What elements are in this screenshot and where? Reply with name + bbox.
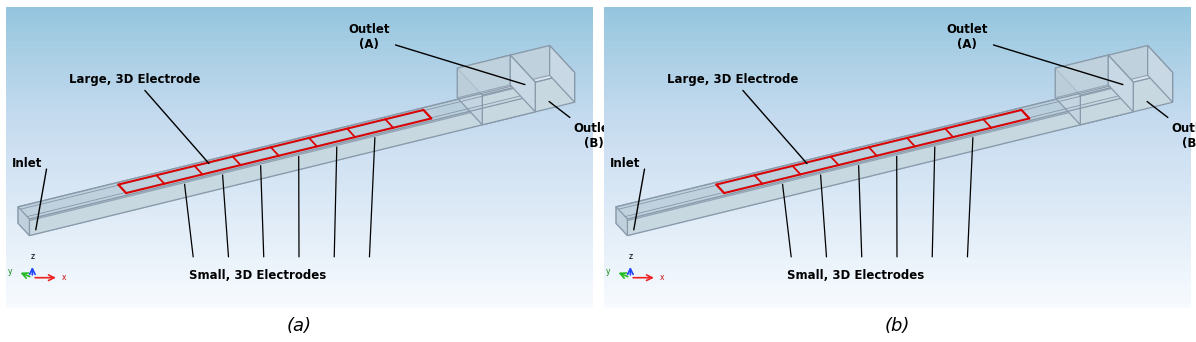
Polygon shape xyxy=(616,207,628,236)
Polygon shape xyxy=(18,103,521,236)
Text: z: z xyxy=(30,252,35,261)
Text: z: z xyxy=(628,252,633,261)
Polygon shape xyxy=(457,55,536,95)
Polygon shape xyxy=(457,68,482,125)
Text: y: y xyxy=(605,267,610,276)
Polygon shape xyxy=(1094,45,1148,88)
Polygon shape xyxy=(1094,45,1172,86)
Polygon shape xyxy=(18,87,511,223)
Polygon shape xyxy=(550,45,574,102)
Polygon shape xyxy=(1055,55,1109,98)
Text: Outlet
(B): Outlet (B) xyxy=(1147,102,1196,150)
Text: Inlet: Inlet xyxy=(12,157,42,170)
Text: Outlet
(A): Outlet (A) xyxy=(348,23,525,84)
Polygon shape xyxy=(496,58,521,115)
Polygon shape xyxy=(1148,45,1172,102)
Polygon shape xyxy=(457,55,511,98)
Polygon shape xyxy=(521,73,574,115)
Text: Small, 3D Electrodes: Small, 3D Electrodes xyxy=(787,269,925,282)
Text: Small, 3D Electrodes: Small, 3D Electrodes xyxy=(189,269,327,282)
Text: Outlet
(A): Outlet (A) xyxy=(946,23,1123,84)
Polygon shape xyxy=(496,45,574,86)
Polygon shape xyxy=(18,207,30,236)
Text: y: y xyxy=(7,267,12,276)
Text: Outlet
(B): Outlet (B) xyxy=(549,102,615,150)
Polygon shape xyxy=(1055,68,1080,125)
Text: (a): (a) xyxy=(287,317,311,335)
Polygon shape xyxy=(496,45,550,88)
Polygon shape xyxy=(616,87,1109,223)
Polygon shape xyxy=(1080,82,1134,125)
Polygon shape xyxy=(1119,73,1172,115)
Polygon shape xyxy=(482,82,536,125)
Text: x: x xyxy=(62,273,66,282)
Polygon shape xyxy=(511,55,536,112)
Text: x: x xyxy=(660,273,664,282)
Text: Large, 3D Electrode: Large, 3D Electrode xyxy=(69,73,209,163)
Polygon shape xyxy=(30,98,521,236)
Polygon shape xyxy=(1094,58,1119,115)
Text: (b): (b) xyxy=(884,317,910,335)
Polygon shape xyxy=(616,103,1119,236)
Polygon shape xyxy=(1109,55,1134,112)
Polygon shape xyxy=(1055,55,1134,95)
Polygon shape xyxy=(628,98,1119,236)
Text: Large, 3D Electrode: Large, 3D Electrode xyxy=(667,73,807,163)
Text: Inlet: Inlet xyxy=(610,157,640,170)
